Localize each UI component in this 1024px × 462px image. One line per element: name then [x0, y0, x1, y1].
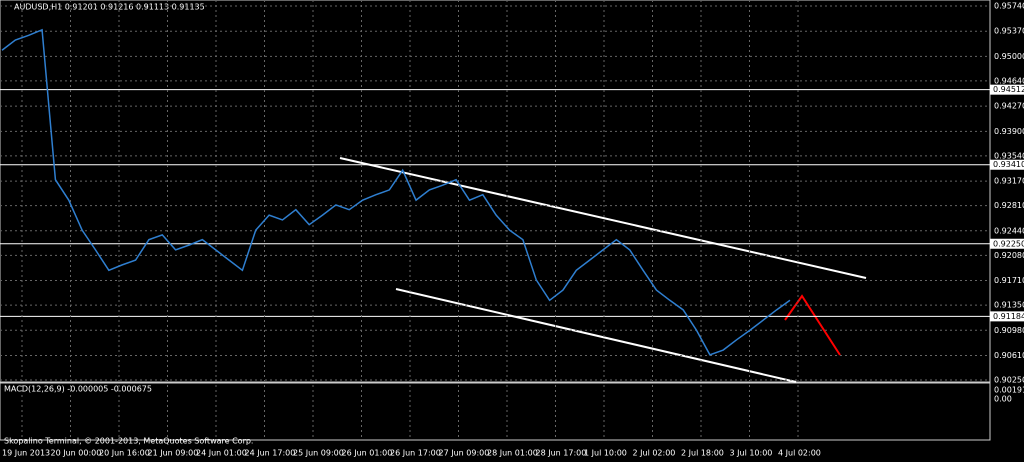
time-label: 20 Jun 16:00 [99, 449, 150, 458]
level-label: 0.91184 [993, 312, 1024, 321]
price-label: 0.92440 [994, 226, 1024, 235]
price-label: 0.93170 [994, 177, 1024, 186]
time-label: 28 Jun 01:00 [487, 449, 538, 458]
macd-tick: 0.00 [994, 395, 1012, 404]
price-label: 0.93900 [994, 127, 1024, 136]
copyright: Skopalino Terminal, © 2001-2013, MetaQuo… [4, 437, 253, 446]
time-label: 2 Jul 02:00 [633, 449, 676, 458]
macd-info: MACD(12,26,9) -0.000005 -0.000675 [4, 385, 152, 394]
time-label: 1 Jul 10:00 [584, 449, 627, 458]
macd-frame [0, 382, 991, 441]
time-label: 24 Jun 01:00 [196, 449, 247, 458]
time-label: 2 Jul 18:00 [681, 449, 724, 458]
time-label: 27 Jun 09:00 [439, 449, 490, 458]
level-box [990, 159, 1024, 170]
price-label: 0.90980 [994, 326, 1024, 335]
forecast-arrow [784, 294, 841, 356]
level-box [990, 311, 1024, 322]
time-label: 26 Jun 17:00 [390, 449, 441, 458]
level-box [990, 84, 1024, 95]
price-line [1, 28, 791, 356]
level-label: 0.92250 [993, 239, 1024, 248]
time-label: 4 Jul 02:00 [778, 449, 821, 458]
price-label: 0.93540 [994, 151, 1024, 160]
time-label: 26 Jun 01:00 [342, 449, 393, 458]
level-label: 0.94512 [993, 85, 1024, 94]
level-box [990, 238, 1024, 249]
time-label: 24 Jun 17:00 [245, 449, 296, 458]
price-label: 0.92080 [994, 251, 1024, 260]
channel-bottom [395, 288, 797, 383]
price-label: 0.92810 [994, 201, 1024, 210]
price-label: 0.95740 [994, 2, 1024, 11]
price-label: 0.95370 [994, 27, 1024, 36]
price-label: 0.91350 [994, 301, 1024, 310]
channel-top [339, 157, 867, 279]
time-label: 21 Jun 09:00 [148, 449, 199, 458]
price-label: 0.90250 [994, 376, 1024, 385]
price-label: 0.91710 [994, 276, 1024, 285]
main-frame [0, 0, 991, 383]
price-label: 0.90610 [994, 351, 1024, 360]
time-label: 20 Jun 00:00 [51, 449, 102, 458]
time-label: 28 Jun 17:00 [536, 449, 587, 458]
time-label: 19 Jun 2013 [2, 449, 50, 458]
price-label: 0.94270 [994, 102, 1024, 111]
symbol-info: AUDUSD,H1 0.91201 0.91216 0.91113 0.9113… [14, 3, 205, 12]
price-label: 0.95000 [994, 52, 1024, 61]
level-label: 0.93410 [993, 160, 1024, 169]
time-label: 3 Jul 10:00 [730, 449, 773, 458]
time-label: 25 Jun 09:00 [293, 449, 344, 458]
macd-tick: 0.001914 [994, 386, 1024, 395]
price-label: 0.94640 [994, 76, 1024, 85]
